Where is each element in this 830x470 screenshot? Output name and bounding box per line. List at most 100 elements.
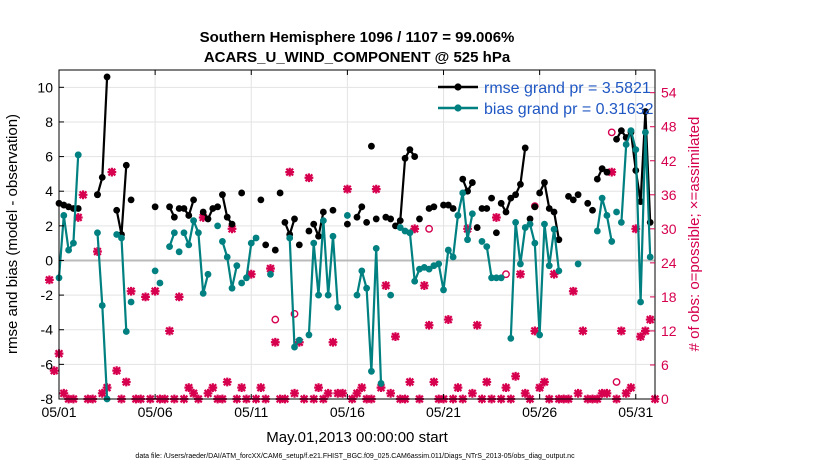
obs-assimilated-marker xyxy=(602,388,612,398)
obs-assimilated-glyph xyxy=(573,388,583,398)
bias-point xyxy=(214,222,222,230)
rmse-point xyxy=(541,179,548,186)
rmse-point xyxy=(74,205,82,212)
obs-assimilated-glyph xyxy=(640,326,650,336)
rmse-point xyxy=(98,173,106,181)
obs-assimilated-glyph xyxy=(602,388,612,398)
rmse-point xyxy=(113,206,121,214)
bias-point xyxy=(291,343,298,351)
rmse-point xyxy=(223,213,231,221)
obs-assimilated-marker xyxy=(482,377,492,387)
obs-possible-marker xyxy=(612,378,621,386)
bias-point xyxy=(608,238,616,245)
rmse-point xyxy=(291,215,298,223)
x-axis-label: May.01,2013 00:00:00 start xyxy=(266,429,448,446)
rmse-point xyxy=(521,144,529,152)
x-tick-label: 05/01 xyxy=(41,404,76,420)
rmse-point xyxy=(363,218,371,226)
obs-assimilated-glyph xyxy=(44,275,54,285)
obs-assimilated-marker xyxy=(112,366,122,376)
obs-assimilated-glyph xyxy=(189,388,198,398)
obs-assimilated-glyph xyxy=(386,388,396,398)
y2-tick-label: 18 xyxy=(661,289,677,305)
bias-point xyxy=(613,208,620,216)
bias-point xyxy=(483,243,491,251)
obs-assimilated-marker xyxy=(208,383,218,393)
rmse-point xyxy=(613,135,620,143)
obs-assimilated-glyph xyxy=(290,388,299,398)
bias-point xyxy=(536,331,544,339)
obs-assimilated-marker xyxy=(616,326,626,336)
bias-point xyxy=(531,239,539,247)
obs-assimilated-glyph xyxy=(285,167,295,177)
obs-assimilated-marker xyxy=(419,281,429,290)
obs-assimilated-glyph xyxy=(174,292,184,302)
rmse-point xyxy=(396,217,404,225)
obs-assimilated-marker xyxy=(227,224,237,234)
rmse-point xyxy=(536,189,544,197)
obs-assimilated-glyph xyxy=(73,213,83,222)
y-tick-label: 6 xyxy=(45,149,53,165)
rmse-point xyxy=(257,196,265,204)
x-tick-label: 05/16 xyxy=(330,404,365,420)
bias-point xyxy=(353,291,361,299)
obs-assimilated-glyph xyxy=(141,292,150,302)
obs-assimilated-glyph xyxy=(93,247,102,256)
y2-tick-label: 0 xyxy=(661,391,669,407)
bias-point xyxy=(175,248,183,256)
y-tick-label: -6 xyxy=(41,356,54,372)
bias-point xyxy=(646,253,654,261)
rmse-point xyxy=(228,220,236,228)
bias-point xyxy=(194,229,202,237)
obs-assimilated-glyph xyxy=(616,326,626,336)
rmse-point xyxy=(305,227,313,235)
obs-assimilated-marker xyxy=(126,286,136,296)
obs-assimilated-glyph xyxy=(266,264,275,273)
obs-assimilated-glyph xyxy=(381,281,391,290)
obs-assimilated-marker xyxy=(530,326,540,336)
rmse-point xyxy=(166,203,173,211)
obs-assimilated-glyph xyxy=(59,388,69,398)
bias-line-segment xyxy=(355,247,383,384)
obs-assimilated-glyph xyxy=(97,388,107,398)
axis-ticks: 05/01 05/06 05/11 05/16 05/21 05/26 05/31 -8 -6 -… xyxy=(37,70,677,420)
obs-assimilated-marker xyxy=(578,326,588,336)
bias-point xyxy=(526,220,534,228)
y-tick-label: 2 xyxy=(45,218,53,234)
bias-point xyxy=(358,267,366,275)
rmse-point xyxy=(411,153,419,160)
rmse-point xyxy=(94,191,101,199)
obs-assimilated-marker xyxy=(443,315,453,324)
bias-line-segment xyxy=(596,197,613,242)
legend-bias-marker xyxy=(454,104,462,112)
rmse-point xyxy=(204,215,212,223)
obs-assimilated-marker xyxy=(198,213,208,222)
obs-assimilated-glyph xyxy=(270,337,280,347)
obs-assimilated-glyph xyxy=(429,377,439,387)
bias-point xyxy=(468,210,476,218)
rmse-point xyxy=(603,168,611,176)
obs-assimilated-glyph xyxy=(597,388,607,398)
rmse-point xyxy=(295,241,303,249)
rmse-point xyxy=(497,199,505,207)
obs-assimilated-marker xyxy=(453,383,463,393)
obs-assimilated-glyph xyxy=(631,224,641,234)
obs-assimilated-marker xyxy=(141,292,150,302)
bias-point xyxy=(247,239,255,247)
obs-assimilated-marker xyxy=(429,377,439,387)
bias-point xyxy=(449,253,457,261)
bias-point xyxy=(387,291,395,299)
obs-assimilated-marker xyxy=(472,320,482,330)
y2-tick-label: 12 xyxy=(661,323,677,339)
obs-assimilated-glyph xyxy=(549,269,559,279)
y2-tick-label: 24 xyxy=(661,255,677,271)
bias-point xyxy=(627,127,635,135)
bias-point xyxy=(233,262,241,270)
bias-point xyxy=(521,224,529,231)
obs-assimilated-glyph xyxy=(222,377,232,387)
obs-possible-marker xyxy=(502,270,510,279)
bias-point xyxy=(315,291,322,299)
obs-assimilated-marker xyxy=(323,388,333,398)
obs-assimilated-glyph xyxy=(352,388,362,398)
obs-assimilated-glyph xyxy=(621,388,631,398)
